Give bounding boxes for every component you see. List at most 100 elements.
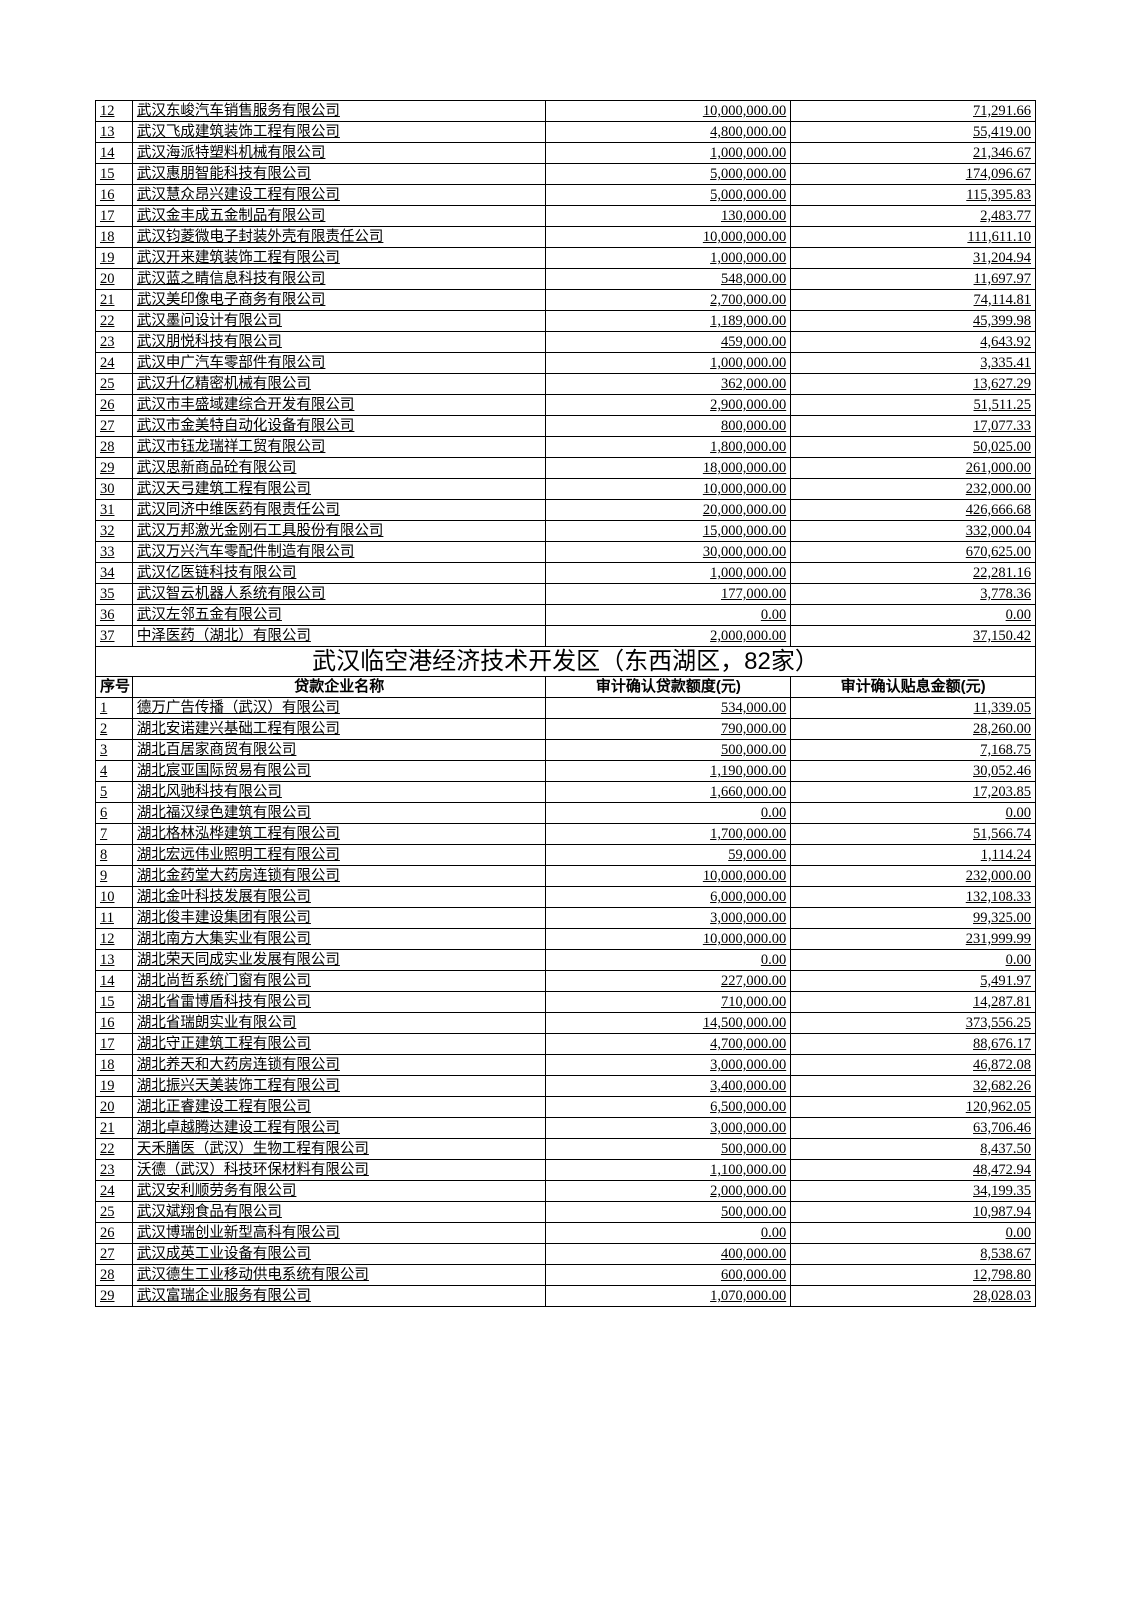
subsidy-amount: 28,260.00 — [791, 719, 1036, 740]
table-row: 33武汉万兴汽车零配件制造有限公司30,000,000.00670,625.00 — [96, 542, 1036, 563]
column-header: 审计确认贴息金额(元) — [791, 677, 1036, 698]
subsidy-amount: 74,114.81 — [791, 290, 1036, 311]
table-row: 36武汉左邻五金有限公司0.000.00 — [96, 605, 1036, 626]
row-number: 10 — [96, 887, 133, 908]
loan-amount: 4,800,000.00 — [546, 122, 791, 143]
row-number: 28 — [96, 437, 133, 458]
loan-amount: 2,000,000.00 — [546, 1181, 791, 1202]
subsidy-amount: 13,627.29 — [791, 374, 1036, 395]
loan-amount: 1,189,000.00 — [546, 311, 791, 332]
loan-amount: 10,000,000.00 — [546, 101, 791, 122]
table-row: 25武汉斌翔食品有限公司500,000.0010,987.94 — [96, 1202, 1036, 1223]
table-row: 17湖北守正建筑工程有限公司4,700,000.0088,676.17 — [96, 1034, 1036, 1055]
subsidy-amount: 111,611.10 — [791, 227, 1036, 248]
table-row: 13武汉飞成建筑装饰工程有限公司4,800,000.0055,419.00 — [96, 122, 1036, 143]
loan-amount: 10,000,000.00 — [546, 479, 791, 500]
loan-amount: 3,000,000.00 — [546, 1055, 791, 1076]
loan-amount: 459,000.00 — [546, 332, 791, 353]
loan-amount: 500,000.00 — [546, 740, 791, 761]
section-title-row: 武汉临空港经济技术开发区（东西湖区，82家） — [96, 647, 1036, 677]
loan-amount: 1,000,000.00 — [546, 563, 791, 584]
loan-amount: 362,000.00 — [546, 374, 791, 395]
table-row: 23沃德（武汉）科技环保材料有限公司1,100,000.0048,472.94 — [96, 1160, 1036, 1181]
company-name: 武汉亿医链科技有限公司 — [132, 563, 546, 584]
row-number: 2 — [96, 719, 133, 740]
loan-amount: 1,000,000.00 — [546, 248, 791, 269]
row-number: 6 — [96, 803, 133, 824]
table-row: 28武汉德生工业移动供电系统有限公司600,000.0012,798.80 — [96, 1265, 1036, 1286]
subsidy-amount: 50,025.00 — [791, 437, 1036, 458]
loan-amount: 3,000,000.00 — [546, 1118, 791, 1139]
row-number: 26 — [96, 395, 133, 416]
table-row: 13湖北荣天同成实业发展有限公司0.000.00 — [96, 950, 1036, 971]
subsidy-amount: 132,108.33 — [791, 887, 1036, 908]
company-name: 武汉东峻汽车销售服务有限公司 — [132, 101, 546, 122]
company-name: 武汉博瑞创业新型高科有限公司 — [132, 1223, 546, 1244]
row-number: 14 — [96, 971, 133, 992]
table-row: 12湖北南方大集实业有限公司10,000,000.00231,999.99 — [96, 929, 1036, 950]
company-name: 武汉钧菱微电子封装外壳有限责任公司 — [132, 227, 546, 248]
row-number: 17 — [96, 1034, 133, 1055]
subsidy-amount: 1,114.24 — [791, 845, 1036, 866]
company-name: 武汉惠朋智能科技有限公司 — [132, 164, 546, 185]
table-row: 26武汉市丰盛域建综合开发有限公司2,900,000.0051,511.25 — [96, 395, 1036, 416]
subsidy-amount: 28,028.03 — [791, 1286, 1036, 1307]
table-row: 18武汉钧菱微电子封装外壳有限责任公司10,000,000.00111,611.… — [96, 227, 1036, 248]
subsidy-amount: 17,077.33 — [791, 416, 1036, 437]
subsidy-amount: 3,335.41 — [791, 353, 1036, 374]
company-name: 武汉安利顺劳务有限公司 — [132, 1181, 546, 1202]
subsidy-amount: 48,472.94 — [791, 1160, 1036, 1181]
row-number: 8 — [96, 845, 133, 866]
company-name: 湖北荣天同成实业发展有限公司 — [132, 950, 546, 971]
table-row: 20湖北正睿建设工程有限公司6,500,000.00120,962.05 — [96, 1097, 1036, 1118]
loan-amount: 2,700,000.00 — [546, 290, 791, 311]
table-row: 5湖北风驰科技有限公司1,660,000.0017,203.85 — [96, 782, 1036, 803]
loan-amount: 1,100,000.00 — [546, 1160, 791, 1181]
table-row: 15武汉惠朋智能科技有限公司5,000,000.00174,096.67 — [96, 164, 1036, 185]
table-row: 22武汉墨问设计有限公司1,189,000.0045,399.98 — [96, 311, 1036, 332]
row-number: 4 — [96, 761, 133, 782]
row-number: 28 — [96, 1265, 133, 1286]
subsidy-amount: 14,287.81 — [791, 992, 1036, 1013]
company-name: 湖北俊丰建设集团有限公司 — [132, 908, 546, 929]
subsidy-amount: 115,395.83 — [791, 185, 1036, 206]
loan-amount: 3,400,000.00 — [546, 1076, 791, 1097]
row-number: 25 — [96, 374, 133, 395]
loan-amount: 6,500,000.00 — [546, 1097, 791, 1118]
loan-amount: 0.00 — [546, 803, 791, 824]
section-title: 武汉临空港经济技术开发区（东西湖区，82家） — [96, 647, 1036, 677]
company-name: 湖北振兴天美装饰工程有限公司 — [132, 1076, 546, 1097]
table-row: 16湖北省瑞朗实业有限公司14,500,000.00373,556.25 — [96, 1013, 1036, 1034]
row-number: 16 — [96, 185, 133, 206]
subsidy-amount: 0.00 — [791, 605, 1036, 626]
company-name: 武汉美印像电子商务有限公司 — [132, 290, 546, 311]
loan-amount: 18,000,000.00 — [546, 458, 791, 479]
loan-amount: 548,000.00 — [546, 269, 791, 290]
company-name: 武汉市金美特自动化设备有限公司 — [132, 416, 546, 437]
table-row: 29武汉思新商品砼有限公司18,000,000.00261,000.00 — [96, 458, 1036, 479]
table-row: 27武汉市金美特自动化设备有限公司800,000.0017,077.33 — [96, 416, 1036, 437]
row-number: 13 — [96, 122, 133, 143]
table-row: 14武汉海派特塑料机械有限公司1,000,000.0021,346.67 — [96, 143, 1036, 164]
row-number: 17 — [96, 206, 133, 227]
loan-amount: 1,070,000.00 — [546, 1286, 791, 1307]
subsidy-amount: 46,872.08 — [791, 1055, 1036, 1076]
row-number: 15 — [96, 992, 133, 1013]
table-row: 10湖北金叶科技发展有限公司6,000,000.00132,108.33 — [96, 887, 1036, 908]
table-row: 7湖北格林泓桦建筑工程有限公司1,700,000.0051,566.74 — [96, 824, 1036, 845]
subsidy-amount: 2,483.77 — [791, 206, 1036, 227]
company-name: 湖北卓越腾达建设工程有限公司 — [132, 1118, 546, 1139]
loan-amount: 130,000.00 — [546, 206, 791, 227]
table-row: 21武汉美印像电子商务有限公司2,700,000.0074,114.81 — [96, 290, 1036, 311]
company-name: 武汉思新商品砼有限公司 — [132, 458, 546, 479]
table-row: 26武汉博瑞创业新型高科有限公司0.000.00 — [96, 1223, 1036, 1244]
table-row: 2湖北安诺建兴基础工程有限公司790,000.0028,260.00 — [96, 719, 1036, 740]
table-row: 23武汉朋悦科技有限公司459,000.004,643.92 — [96, 332, 1036, 353]
subsidy-amount: 426,666.68 — [791, 500, 1036, 521]
table-row: 37中泽医药（湖北）有限公司2,000,000.0037,150.42 — [96, 626, 1036, 647]
row-number: 12 — [96, 101, 133, 122]
loan-amount: 534,000.00 — [546, 698, 791, 719]
table-row: 1德万广告传播（武汉）有限公司534,000.0011,339.05 — [96, 698, 1036, 719]
loan-amount: 0.00 — [546, 950, 791, 971]
subsidy-amount: 3,778.36 — [791, 584, 1036, 605]
